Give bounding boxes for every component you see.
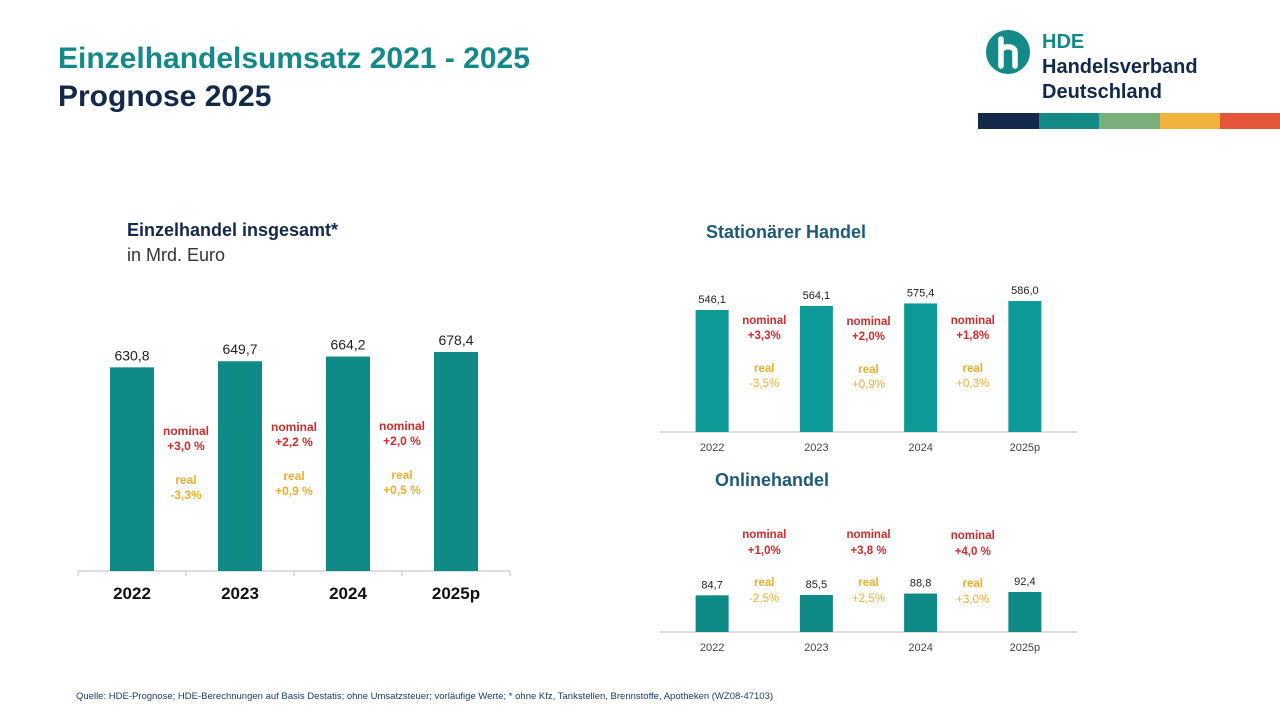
bar-2023: [218, 361, 262, 571]
real-label: real: [858, 364, 878, 376]
main-chart: 630,8 2022 649,7 2023 664,2 2024 678,4 2025p nom…: [77, 332, 511, 603]
logo-line-deutschland: Deutschland: [1042, 81, 1163, 103]
nominal-change: +3,3%: [748, 330, 781, 342]
nominal-change: +3,0 %: [167, 439, 205, 453]
x-tick-label: 2025p: [1010, 642, 1041, 654]
real-label: real: [175, 473, 196, 487]
real-change: -2,5%: [749, 593, 779, 605]
data-label: 630,8: [114, 347, 149, 363]
data-label: 575,4: [907, 287, 935, 299]
bar-2022: [695, 595, 729, 632]
bar-2025p: [1008, 301, 1042, 432]
real-label: real: [963, 363, 983, 375]
bar-2025p: [434, 351, 478, 571]
nominal-change: +2,2 %: [275, 435, 313, 449]
nominal-label: nominal: [951, 530, 995, 542]
hde-logo: HDE Handelsverband Deutschland: [984, 30, 1214, 110]
nominal-change: +2,0 %: [383, 434, 421, 448]
logo-line-handelsverband: Handelsverband: [1042, 56, 1198, 78]
real-label: real: [754, 363, 774, 375]
main-chart-title: Einzelhandel insgesamt*: [127, 220, 339, 240]
data-label: 586,0: [1011, 285, 1039, 297]
nominal-change: +1,8%: [956, 330, 989, 342]
data-label: 564,1: [803, 290, 831, 302]
nominal-label: nominal: [379, 419, 425, 433]
nominal-label: nominal: [742, 529, 786, 541]
nominal-change: +4,0 %: [955, 546, 991, 558]
x-tick-label: 2022: [113, 584, 151, 603]
data-label: 92,4: [1014, 576, 1035, 588]
data-label: 546,1: [698, 294, 726, 306]
page-title: Einzelhandelsumsatz 2021 - 2025: [58, 42, 530, 75]
page-subtitle: Prognose 2025: [58, 80, 272, 113]
data-label: 84,7: [701, 579, 722, 591]
real-change: +0,5 %: [383, 483, 421, 497]
data-label: 649,7: [222, 341, 257, 357]
online-chart: 84,7 2022 85,5 2023 88,8 2024 92,4 2025p nominal…: [660, 529, 1077, 654]
real-label: real: [963, 578, 983, 590]
real-change: +0,9%: [852, 379, 885, 391]
nominal-label: nominal: [271, 420, 317, 434]
nominal-label: nominal: [742, 315, 786, 327]
x-tick-label: 2024: [329, 584, 367, 603]
real-label: real: [391, 468, 412, 482]
brand-stripe-segment: [1038, 113, 1100, 129]
bar-2023: [799, 594, 833, 632]
nominal-label: nominal: [846, 316, 890, 328]
nominal-label: nominal: [163, 424, 209, 438]
x-tick-label: 2022: [700, 442, 724, 454]
bar-2022: [110, 367, 154, 571]
x-tick-label: 2024: [908, 442, 932, 454]
brand-stripe-segment: [978, 113, 1039, 129]
real-label: real: [283, 469, 304, 483]
source-note: Quelle: HDE-Prognose; HDE-Berechnungen a…: [76, 691, 774, 702]
real-label: real: [858, 577, 878, 589]
real-change: +2,5%: [852, 593, 885, 605]
stationary-chart: 546,1 2022 564,1 2023 575,4 2024 586,0 2025p nom…: [660, 285, 1077, 454]
data-label: 88,8: [910, 578, 931, 590]
hde-h-icon: [986, 30, 1030, 74]
nominal-label: nominal: [846, 529, 890, 541]
real-change: -3,5%: [749, 378, 779, 390]
data-label: 85,5: [806, 579, 827, 591]
logo-line-hde: HDE: [1042, 31, 1085, 53]
real-change: +0,9 %: [275, 484, 313, 498]
brand-stripe-segment: [1159, 113, 1221, 129]
brand-stripe-segment: [1099, 113, 1160, 129]
x-tick-label: 2023: [221, 584, 259, 603]
real-change: +0,3%: [956, 378, 989, 390]
data-label: 678,4: [438, 332, 473, 348]
nominal-label: nominal: [951, 315, 995, 327]
nominal-change: +2,0%: [852, 331, 885, 343]
bar-2024: [326, 356, 370, 571]
x-tick-label: 2025p: [432, 584, 480, 603]
bar-2024: [904, 593, 938, 632]
nominal-change: +3,8 %: [850, 545, 886, 557]
x-tick-label: 2025p: [1010, 442, 1041, 454]
bar-2025p: [1008, 592, 1042, 632]
x-tick-label: 2023: [804, 642, 828, 654]
stationary-chart-title: Stationärer Handel: [706, 222, 867, 242]
x-tick-label: 2022: [700, 642, 724, 654]
real-change: +3,0%: [956, 594, 989, 606]
brand-stripe-segment: [1220, 113, 1280, 129]
bar-2022: [695, 309, 729, 432]
bar-2024: [904, 303, 938, 432]
nominal-change: +1,0%: [748, 545, 781, 557]
data-label: 664,2: [330, 337, 365, 353]
bar-2023: [799, 305, 833, 432]
x-tick-label: 2023: [804, 442, 828, 454]
x-tick-label: 2024: [908, 642, 932, 654]
logo-wordmark: HDE Handelsverband Deutschland: [1042, 30, 1198, 105]
main-chart-subtitle: in Mrd. Euro: [127, 245, 226, 265]
real-label: real: [754, 577, 774, 589]
real-change: -3,3%: [170, 488, 202, 502]
online-chart-title: Onlinehandel: [715, 470, 830, 490]
